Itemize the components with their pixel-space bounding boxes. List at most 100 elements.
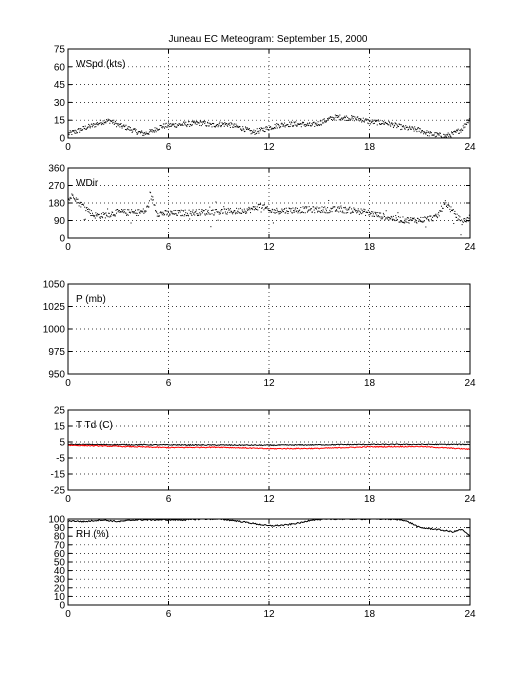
data-point [277,123,279,125]
data-point [223,125,225,127]
data-point [332,117,334,119]
data-point [418,127,420,129]
series-group [68,443,470,451]
data-point [351,117,353,119]
x-tick-label: 12 [263,142,275,153]
data-point [420,131,422,133]
data-point [440,210,442,212]
data-point [256,206,258,208]
data-point [425,226,427,228]
data-point [182,124,184,126]
data-point [231,123,233,125]
data-point [293,211,295,213]
data-point [386,123,388,125]
data-point [432,220,434,222]
data-point [334,119,336,121]
data-point [467,217,469,219]
data-point [363,121,365,123]
data-point [326,120,328,122]
data-point [220,126,222,128]
data-point [439,210,441,212]
data-point [439,210,441,212]
data-point [382,212,384,214]
data-point [130,222,132,224]
data-point [83,126,85,128]
data-point [375,120,377,122]
data-point [242,210,244,212]
y-tick-label: 1000 [43,325,66,336]
data-point [462,125,464,127]
data-point [102,120,104,122]
data-point [102,211,104,213]
data-point [217,124,219,126]
data-point [88,211,90,213]
data-point [143,134,145,136]
data-point [326,212,328,214]
data-point [397,216,399,218]
data-point [189,125,191,127]
data-point [358,213,360,215]
data-point [436,216,438,218]
data-point [211,126,213,128]
data-point [343,117,345,119]
data-point [165,210,167,212]
data-point [464,221,466,223]
y-tick-label: 50 [54,558,66,569]
data-point [277,211,279,213]
data-point [319,207,321,209]
data-point [164,123,166,125]
data-point [76,132,78,134]
data-point [394,219,396,221]
data-point [363,208,365,210]
data-point [92,212,94,214]
data-point [327,118,329,120]
data-point [385,210,387,212]
data-point [199,214,201,216]
data-point [399,123,401,125]
data-point [376,120,378,122]
data-point [427,216,429,218]
data-point [187,124,189,126]
data-point [390,122,392,124]
data-point [336,115,338,117]
data-point [400,220,402,222]
data-point [74,129,76,131]
data-point [191,124,193,126]
data-point [412,127,414,129]
data-point [213,214,215,216]
data-point [381,120,383,122]
data-point [216,211,218,213]
data-point [91,214,93,216]
data-point [310,125,312,127]
data-point [366,119,368,121]
data-point [351,208,353,210]
data-point [399,124,401,126]
data-point [174,212,176,214]
data-point [75,197,77,199]
data-point [325,210,327,212]
data-point [325,121,327,123]
data-point [341,207,343,209]
data-point [219,125,221,127]
data-point [306,122,308,124]
data-point [260,127,262,129]
data-point [177,210,179,212]
data-point [426,218,428,220]
data-point [184,214,186,216]
data-point [134,128,136,130]
data-point [129,211,131,213]
data-point [389,217,391,219]
data-point [212,122,214,124]
data-point [276,209,278,211]
data-point [369,214,371,216]
data-point [378,123,380,125]
data-point [85,207,87,209]
data-point [371,211,373,213]
data-point [382,123,384,125]
data-point [280,210,282,212]
data-point [411,217,413,219]
data-point [305,125,307,127]
data-point [120,122,122,124]
data-point [385,217,387,219]
y-tick-label: 90 [54,216,66,227]
